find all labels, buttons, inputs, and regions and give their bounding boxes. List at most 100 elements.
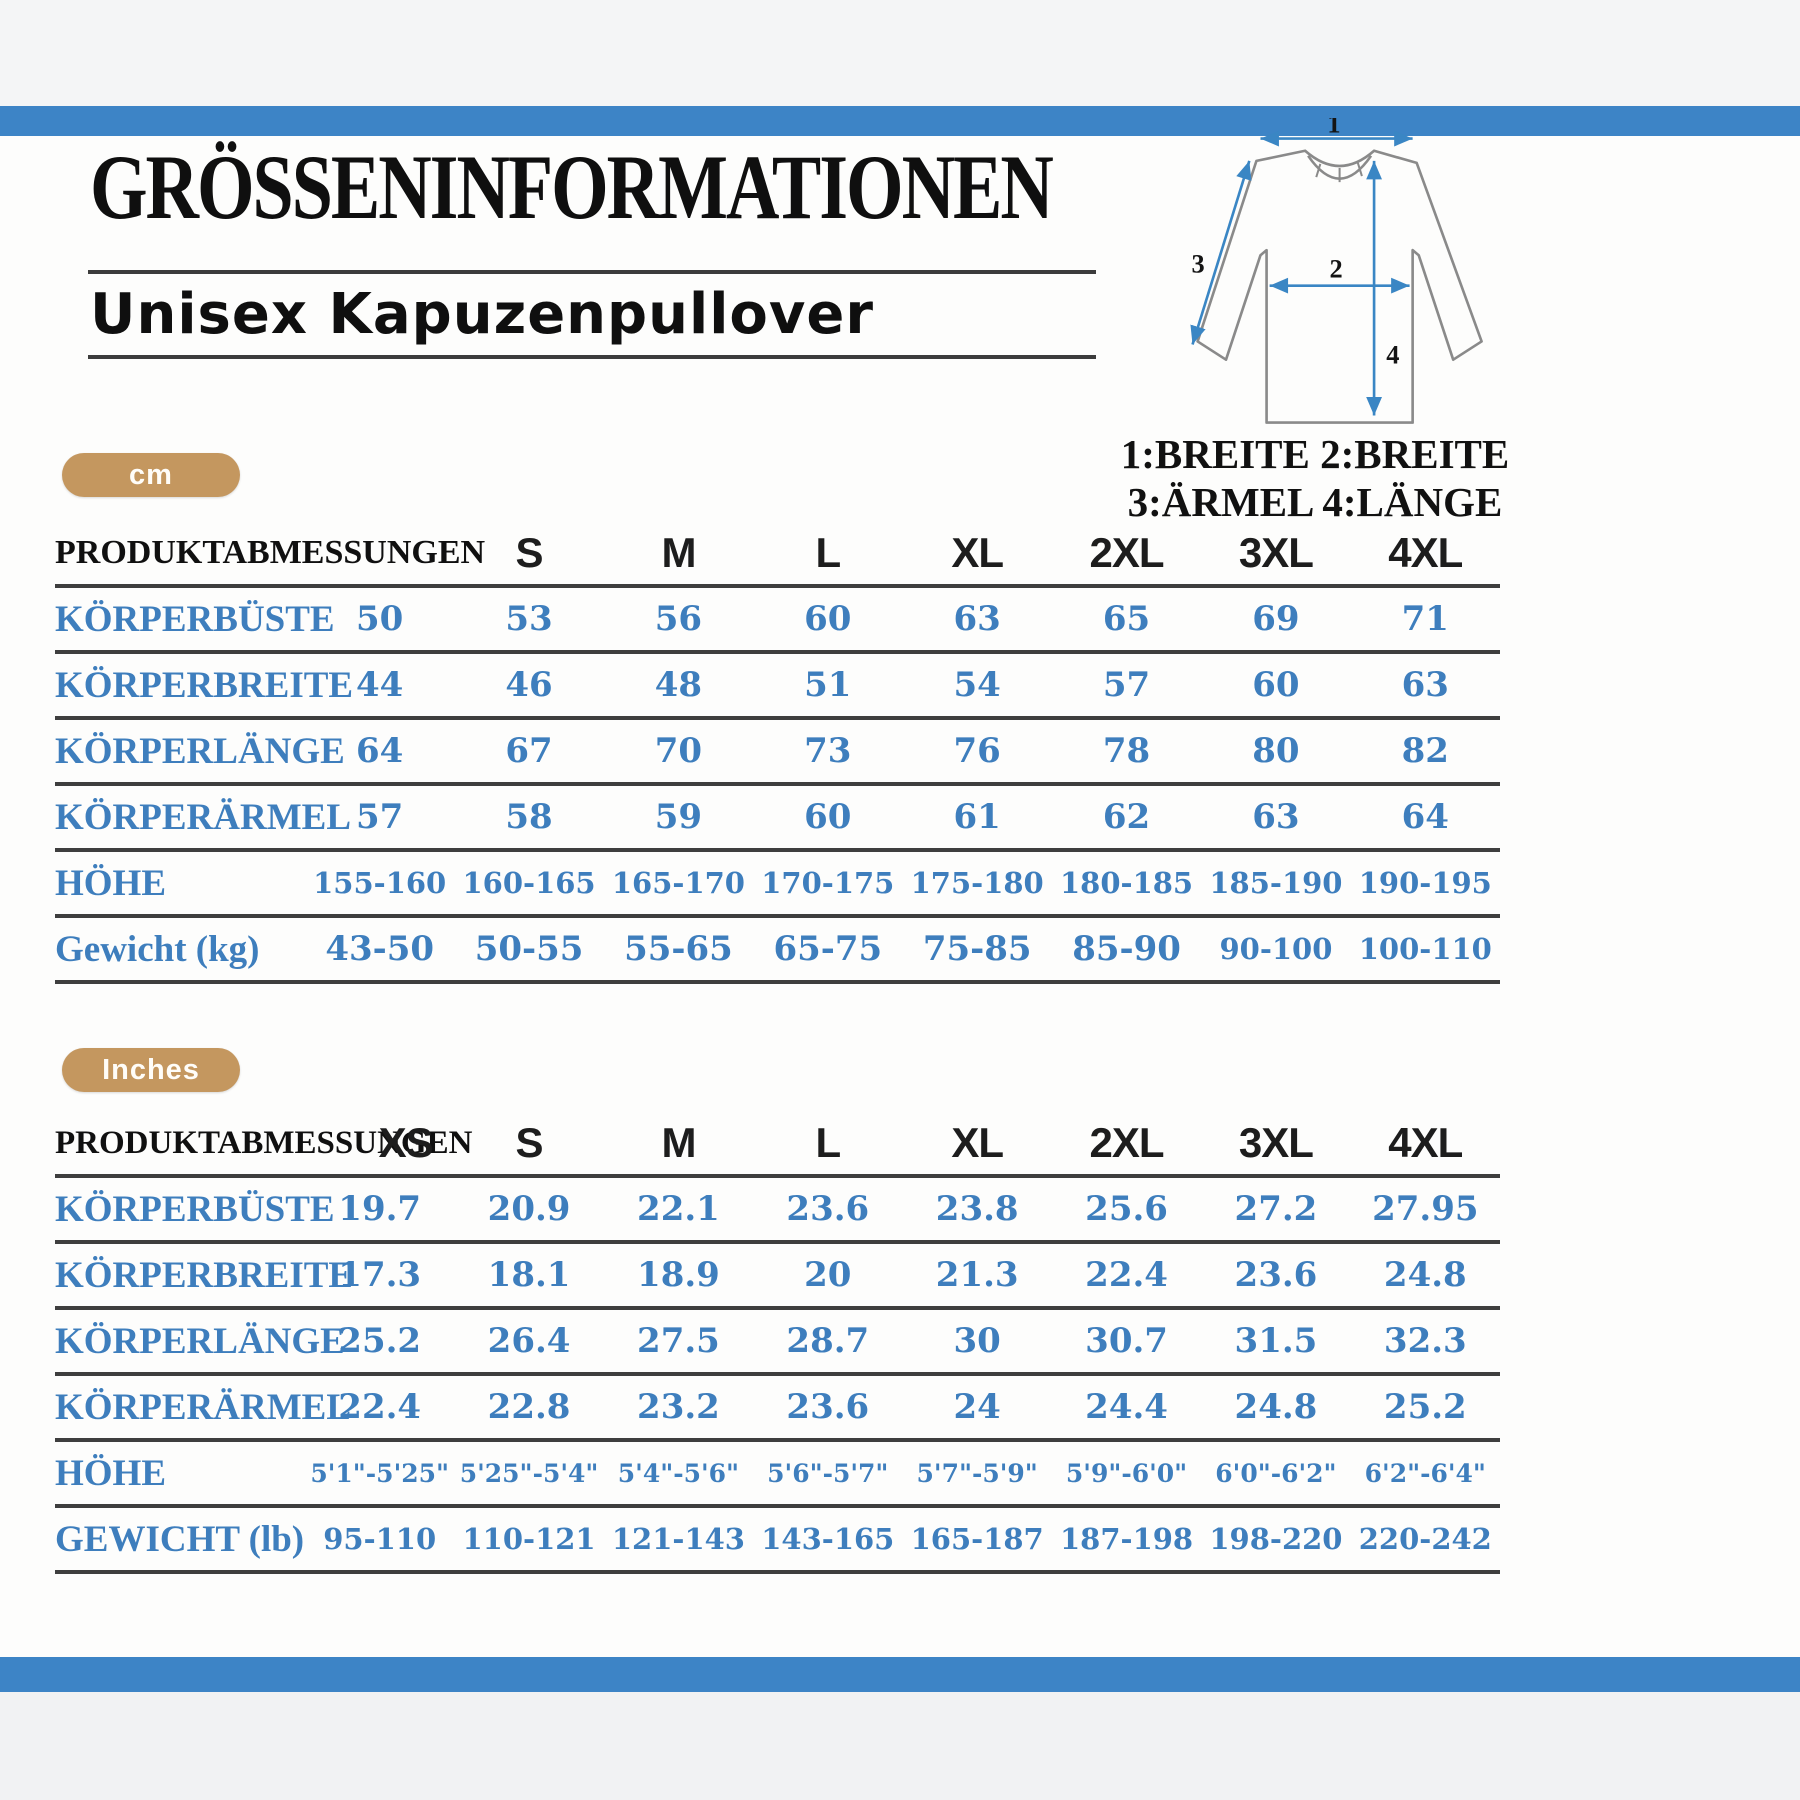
measurement-value: 19.7 <box>338 1189 422 1229</box>
size-column-header: 2XL <box>1089 529 1165 576</box>
size-column-header: 4XL <box>1388 1119 1463 1166</box>
cm-size-table: PRODUKTABMESSUNGEN S M L XL 2XL 3XL 4XL KÖRPERBÜ… <box>55 522 1500 984</box>
measurement-row-label: HÖHE <box>55 1452 167 1494</box>
measurement-value: 198-220 <box>1209 1522 1343 1556</box>
size-column-header: 3XL <box>1238 529 1314 576</box>
measurement-value: 63 <box>1401 665 1449 705</box>
measurement-value: 60 <box>804 797 852 837</box>
measurement-row: HÖHE 155-160 160-165 165-170 170-175 175-180 1… <box>55 852 1500 918</box>
measurement-value: 65 <box>1102 599 1151 639</box>
measurement-value: 57 <box>1102 665 1151 705</box>
measurement-row: KÖRPERBREITE 44 46 48 51 54 57 60 63 <box>55 654 1500 720</box>
measurement-row: KÖRPERBÜSTE 50 53 56 60 63 65 69 71 <box>55 588 1500 654</box>
arrow-3-sleeve <box>1190 160 1252 345</box>
bottom-margin-strip <box>0 1692 1800 1800</box>
measurement-value: 143-165 <box>761 1522 895 1556</box>
measurement-row: HÖHE 5'1"-5'25" 5'25"-5'4" 5'4"-5'6" 5'6"-5'… <box>55 1442 1500 1508</box>
measurement-value: 59 <box>654 797 703 837</box>
measurement-value: 46 <box>505 665 553 705</box>
diagram-label-2: 2 <box>1329 255 1342 284</box>
measurement-value: 165-187 <box>910 1522 1044 1556</box>
diagram-label-3: 3 <box>1192 249 1205 278</box>
measurement-row-label: Gewicht (kg) <box>55 928 260 970</box>
measurement-value: 5'7"-5'9" <box>916 1458 1038 1488</box>
measurement-value: 58 <box>505 797 553 837</box>
measurement-value: 160-165 <box>462 866 596 900</box>
table-header-label: PRODUKTABMESSUNGEN <box>55 1124 473 1161</box>
measurement-row-label: KÖRPERBREITE <box>55 664 354 706</box>
measurement-value: 54 <box>953 665 1001 705</box>
measurement-value: 21.3 <box>935 1255 1019 1295</box>
diagram-label-1: 1 <box>1327 118 1340 138</box>
table-header-label: PRODUKTABMESSUNGEN <box>55 534 486 571</box>
size-column-header: M <box>661 1119 696 1166</box>
size-column-header: XL <box>951 1119 1004 1166</box>
measurement-row: KÖRPERLÄNGE 25.2 26.4 27.5 28.7 30 30.7 31.5 32.… <box>55 1310 1500 1376</box>
measurement-value: 100-110 <box>1358 932 1492 966</box>
measurement-value: 63 <box>1252 797 1300 837</box>
measurement-value: 155-160 <box>313 866 447 900</box>
measurement-value: 65-75 <box>773 929 883 969</box>
shirt-outline <box>1196 149 1483 424</box>
inches-unit-badge: Inches <box>62 1048 240 1092</box>
measurement-value: 18.1 <box>487 1255 571 1295</box>
measurement-value: 5'1"-5'25" <box>310 1458 450 1488</box>
measurement-value: 64 <box>1401 797 1449 837</box>
measurement-value: 6'0"-6'2" <box>1215 1458 1337 1488</box>
measurement-value: 23.6 <box>786 1189 870 1229</box>
measurement-value: 71 <box>1401 599 1449 639</box>
measurement-value: 187-198 <box>1060 1522 1194 1556</box>
measurement-value: 23.2 <box>637 1387 720 1427</box>
measurement-row-label: GEWICHT (lb) <box>55 1518 305 1560</box>
measurement-value: 27.2 <box>1234 1189 1318 1229</box>
measurement-value: 5'4"-5'6" <box>617 1458 740 1488</box>
measurement-value: 121-143 <box>611 1522 745 1556</box>
measurement-value: 24.8 <box>1234 1387 1318 1427</box>
measurement-value: 69 <box>1252 599 1300 639</box>
measurement-row-label: KÖRPERLÄNGE <box>55 730 345 772</box>
measurement-row-label: KÖRPERBREITE <box>55 1254 354 1296</box>
measurement-value: 67 <box>505 731 553 771</box>
measurement-value: 180-185 <box>1060 866 1194 900</box>
measurement-value: 22.4 <box>1085 1255 1168 1295</box>
hoodie-measurement-diagram: 1 2 3 4 <box>1190 118 1483 424</box>
measurement-value: 61 <box>953 797 1001 837</box>
size-column-header: M <box>661 529 696 576</box>
measurement-value: 62 <box>1102 797 1151 837</box>
measurement-value: 20.9 <box>487 1189 571 1229</box>
measurement-value: 53 <box>505 599 553 639</box>
measurement-row: KÖRPERLÄNGE 64 67 70 73 76 78 80 82 <box>55 720 1500 786</box>
measurement-value: 110-121 <box>462 1522 596 1556</box>
measurement-value: 51 <box>804 665 852 705</box>
measurement-row: KÖRPERBREITE 17.3 18.1 18.9 20 21.3 22.4 23.6 24… <box>55 1244 1500 1310</box>
measurement-value: 28.7 <box>786 1321 870 1361</box>
page-title: GRÖSSENINFORMATIONEN <box>90 136 1054 240</box>
measurement-value: 185-190 <box>1209 866 1343 900</box>
measurement-value: 24.8 <box>1383 1255 1467 1295</box>
measurement-value: 175-180 <box>910 866 1044 900</box>
measurement-value: 75-85 <box>922 929 1032 969</box>
measurement-value: 78 <box>1102 731 1151 771</box>
title-underline <box>88 270 1096 274</box>
measurement-value: 5'25"-5'4" <box>459 1458 599 1488</box>
size-column-header: S <box>515 1119 544 1166</box>
measurement-value: 25.2 <box>1383 1387 1467 1427</box>
measurement-row: KÖRPERÄRMEL 57 58 59 60 61 62 63 64 <box>55 786 1500 852</box>
measurement-value: 50-55 <box>474 929 584 969</box>
measurement-value: 5'9"-6'0" <box>1065 1458 1188 1488</box>
measurement-value: 63 <box>953 599 1001 639</box>
legend-line-1: 1:BREITE 2:BREITE <box>1120 431 1510 477</box>
measurement-value: 80 <box>1252 731 1300 771</box>
measurement-value: 22.1 <box>637 1189 720 1229</box>
measurement-value: 170-175 <box>761 866 895 900</box>
measurement-value: 31.5 <box>1234 1321 1318 1361</box>
measurement-value: 70 <box>654 731 703 771</box>
size-column-header: 4XL <box>1388 529 1463 576</box>
measurement-value: 85-90 <box>1072 929 1181 969</box>
measurement-value: 76 <box>953 731 1001 771</box>
measurement-value: 23.6 <box>786 1387 870 1427</box>
measurement-value: 82 <box>1401 731 1449 771</box>
measurement-value: 30.7 <box>1085 1321 1168 1361</box>
measurement-row-label: HÖHE <box>55 862 167 904</box>
